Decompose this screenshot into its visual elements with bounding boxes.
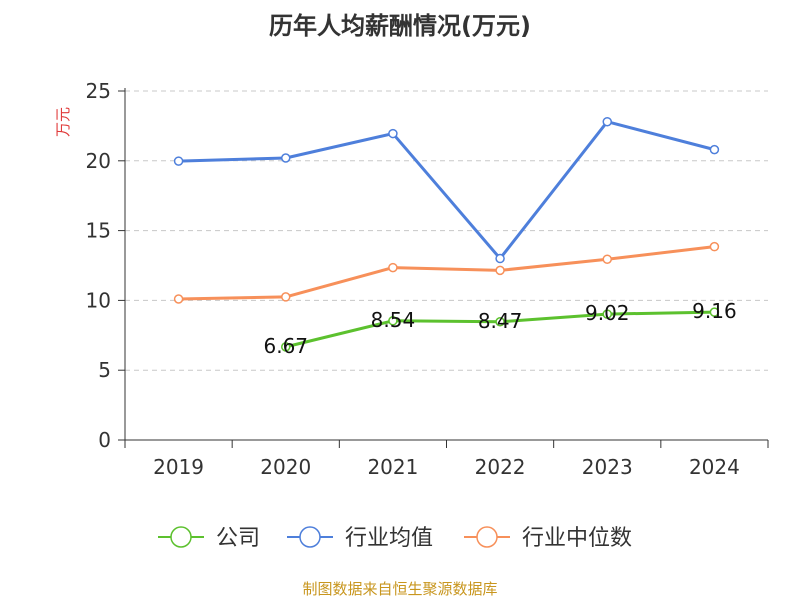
y-tick-label: 10 (86, 288, 111, 312)
data-point (709, 241, 720, 252)
data-point (709, 307, 720, 317)
x-tick-label: 2024 (689, 455, 740, 479)
x-tick-label: 2019 (153, 455, 204, 479)
data-label: 6.67 (263, 334, 308, 358)
data-point (602, 116, 612, 127)
legend-marker (170, 526, 192, 548)
y-axis-label: 万元 (54, 107, 72, 137)
data-point (173, 156, 184, 166)
legend-label: 行业中位数 (522, 526, 632, 551)
data-point (388, 262, 398, 273)
data-point (388, 128, 398, 139)
legend-label: 公司 (216, 526, 260, 551)
y-tick-label: 25 (86, 79, 111, 103)
y-tick-label: 15 (86, 219, 111, 243)
data-point (602, 309, 612, 319)
legend-item-1: 行业均值 (287, 526, 433, 551)
x-tick-label: 2023 (582, 455, 633, 479)
legend-marker (476, 526, 498, 548)
data-point (602, 254, 612, 264)
x-tick-label: 2022 (475, 455, 526, 479)
axes: 0 5 10 15 20 25 2019 2020 2021 2022 2023 2024 (86, 79, 769, 479)
y-tick-label: 0 (98, 428, 111, 452)
data-point (495, 265, 505, 276)
x-tick-label: 2020 (260, 455, 311, 479)
data-point (495, 317, 505, 327)
data-source-note: 制图数据来自恒生聚源数据库 (302, 580, 498, 598)
y-tick-label: 20 (86, 149, 111, 173)
data-point (388, 316, 398, 326)
series-line (178, 245, 715, 301)
series-0 (281, 307, 720, 352)
grid-lines (125, 90, 768, 371)
data-point (281, 292, 291, 302)
data-labels: 6.67 8.54 8.47 9.02 9.16 (263, 299, 736, 358)
y-tick-label: 5 (98, 358, 111, 382)
legend-marker (299, 526, 321, 548)
legend-label: 行业均值 (345, 526, 433, 551)
chart-title: 历年人均薪酬情况(万元) (269, 12, 531, 40)
data-label: 9.16 (692, 299, 737, 323)
series (173, 116, 720, 352)
legend: 公司 行业均值 行业中位数 (158, 526, 632, 551)
legend-item-2: 行业中位数 (464, 526, 632, 551)
series-line (178, 120, 715, 261)
data-point (281, 153, 291, 163)
x-tick-label: 2021 (367, 455, 418, 479)
data-point (495, 253, 505, 264)
legend-item-0: 公司 (158, 526, 260, 551)
data-point (281, 342, 291, 352)
series-1 (173, 116, 720, 264)
data-label: 8.47 (478, 309, 523, 333)
data-point (173, 294, 184, 304)
series-2 (173, 241, 720, 304)
data-label: 8.54 (371, 308, 416, 332)
data-label: 9.02 (585, 301, 630, 325)
data-point (709, 144, 720, 155)
